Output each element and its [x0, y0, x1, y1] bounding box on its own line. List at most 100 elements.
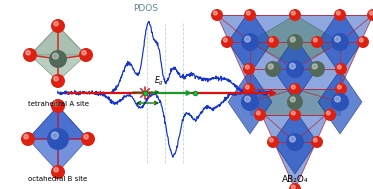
Circle shape	[247, 11, 250, 15]
Circle shape	[313, 38, 317, 42]
Circle shape	[81, 132, 95, 146]
Circle shape	[289, 136, 295, 142]
Circle shape	[267, 136, 279, 148]
Circle shape	[243, 83, 255, 95]
Circle shape	[265, 61, 281, 77]
Circle shape	[309, 61, 325, 77]
Circle shape	[24, 135, 28, 139]
Circle shape	[338, 65, 341, 69]
Polygon shape	[28, 106, 88, 139]
Circle shape	[269, 38, 273, 42]
Polygon shape	[228, 70, 272, 134]
Polygon shape	[217, 15, 373, 189]
Circle shape	[241, 93, 259, 111]
Circle shape	[54, 101, 58, 106]
Circle shape	[289, 83, 301, 95]
Circle shape	[360, 38, 363, 42]
Text: AB₂O₄: AB₂O₄	[282, 175, 308, 184]
Polygon shape	[318, 70, 362, 134]
Circle shape	[54, 167, 58, 172]
Circle shape	[335, 63, 347, 75]
Circle shape	[245, 85, 249, 89]
Text: PDOS: PDOS	[133, 4, 158, 13]
Circle shape	[312, 64, 317, 69]
Polygon shape	[58, 26, 86, 81]
Circle shape	[335, 96, 340, 102]
Circle shape	[49, 50, 67, 68]
Circle shape	[23, 48, 37, 62]
Circle shape	[335, 36, 340, 42]
Circle shape	[213, 11, 217, 15]
Circle shape	[79, 48, 93, 62]
Circle shape	[54, 77, 58, 81]
Circle shape	[290, 37, 295, 42]
Circle shape	[291, 85, 295, 89]
Circle shape	[331, 93, 349, 111]
Circle shape	[51, 165, 65, 179]
Polygon shape	[318, 10, 362, 74]
Circle shape	[51, 74, 65, 88]
Circle shape	[369, 11, 373, 15]
Circle shape	[26, 50, 30, 55]
Circle shape	[291, 185, 295, 189]
Circle shape	[357, 36, 369, 48]
Circle shape	[268, 64, 273, 69]
Circle shape	[290, 97, 295, 102]
Circle shape	[269, 138, 273, 142]
Text: tetrahedral A site: tetrahedral A site	[28, 101, 88, 107]
Circle shape	[244, 9, 256, 21]
Circle shape	[254, 109, 266, 121]
Circle shape	[21, 132, 35, 146]
Circle shape	[211, 9, 223, 21]
Circle shape	[313, 138, 317, 142]
Circle shape	[291, 38, 295, 42]
Circle shape	[291, 65, 295, 69]
Circle shape	[289, 63, 301, 75]
Polygon shape	[228, 10, 272, 74]
Circle shape	[287, 94, 303, 110]
Circle shape	[51, 99, 65, 113]
Circle shape	[311, 136, 323, 148]
Circle shape	[367, 9, 373, 21]
Circle shape	[289, 63, 295, 69]
Circle shape	[82, 50, 86, 55]
Circle shape	[311, 36, 323, 48]
Circle shape	[335, 83, 347, 95]
Polygon shape	[273, 37, 317, 101]
Circle shape	[243, 63, 255, 75]
Circle shape	[291, 111, 295, 115]
Polygon shape	[250, 15, 340, 67]
Circle shape	[336, 11, 340, 15]
Text: octahedral B site: octahedral B site	[28, 176, 88, 182]
Circle shape	[51, 19, 65, 33]
Circle shape	[324, 109, 336, 121]
Circle shape	[291, 11, 295, 15]
Circle shape	[286, 60, 304, 78]
Circle shape	[326, 111, 330, 115]
Circle shape	[245, 36, 250, 42]
Circle shape	[245, 65, 249, 69]
Circle shape	[51, 132, 59, 139]
Circle shape	[289, 9, 301, 21]
Circle shape	[84, 135, 88, 139]
Polygon shape	[30, 55, 86, 81]
Circle shape	[286, 133, 304, 151]
Circle shape	[245, 96, 250, 102]
Circle shape	[289, 36, 301, 48]
Polygon shape	[30, 26, 58, 81]
Polygon shape	[28, 106, 88, 172]
Circle shape	[338, 85, 341, 89]
Circle shape	[267, 36, 279, 48]
Circle shape	[54, 22, 58, 26]
Circle shape	[256, 111, 260, 115]
Circle shape	[241, 33, 259, 51]
Circle shape	[221, 36, 233, 48]
Circle shape	[331, 33, 349, 51]
Polygon shape	[273, 110, 317, 174]
Circle shape	[289, 183, 301, 189]
Circle shape	[334, 9, 346, 21]
Polygon shape	[250, 89, 340, 115]
Text: $E_g$: $E_g$	[154, 74, 164, 88]
Circle shape	[223, 38, 227, 42]
Circle shape	[289, 109, 301, 121]
